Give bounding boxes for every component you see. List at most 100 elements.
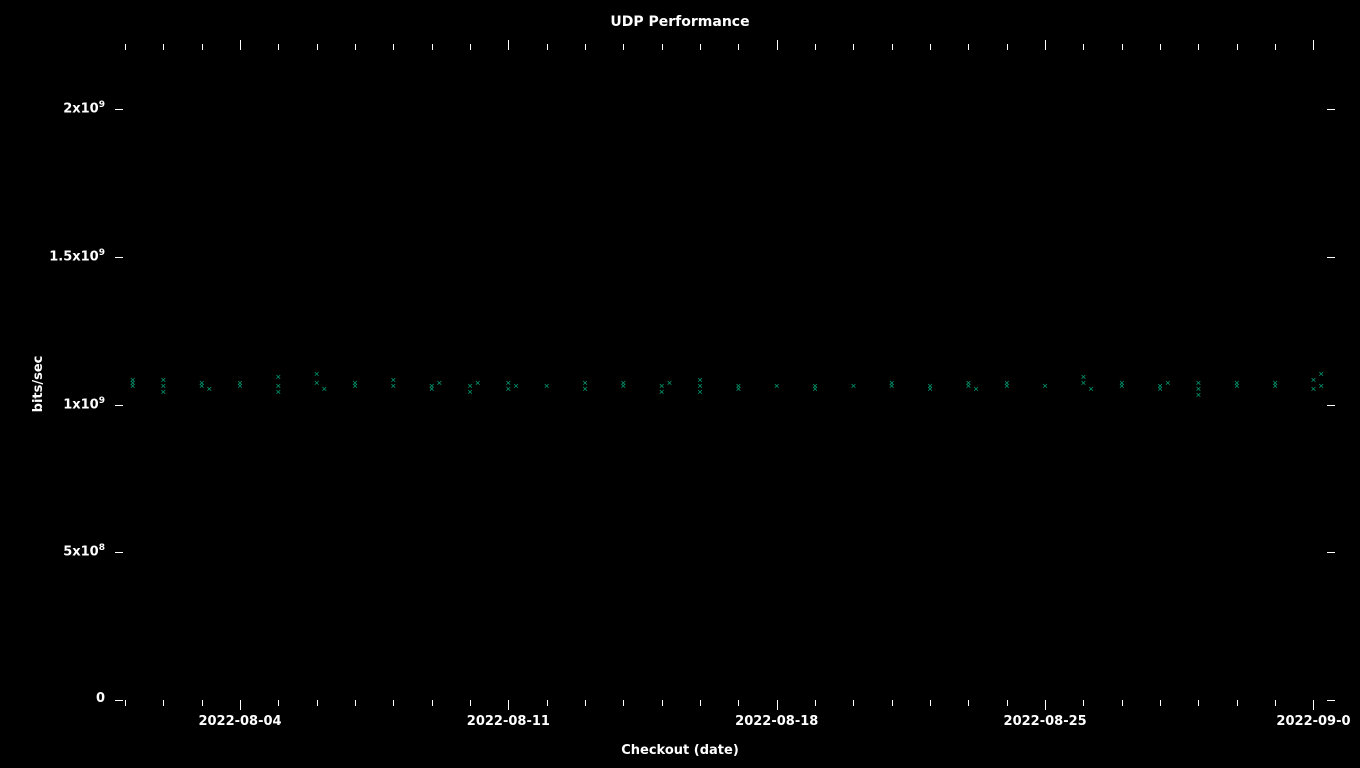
x-major-tick xyxy=(1313,700,1314,710)
data-point: ✕ xyxy=(1234,382,1239,391)
data-point: ✕ xyxy=(506,385,511,394)
x-minor-tick xyxy=(163,700,164,706)
chart-title: UDP Performance xyxy=(610,14,749,30)
x-minor-tick xyxy=(1160,700,1161,706)
x-major-tick xyxy=(240,700,241,710)
x-minor-tick xyxy=(1122,700,1123,706)
x-minor-tick xyxy=(470,700,471,706)
x-minor-tick xyxy=(547,44,548,50)
y-tick xyxy=(115,257,123,258)
y-tick xyxy=(115,552,123,553)
x-minor-tick xyxy=(585,700,586,706)
y-tick-label: 1.5x109 xyxy=(15,248,105,264)
x-minor-tick xyxy=(470,44,471,50)
x-minor-tick xyxy=(623,44,624,50)
data-point: ✕ xyxy=(130,379,135,388)
x-major-tick xyxy=(777,40,778,50)
data-point: ✕ xyxy=(276,373,281,382)
y-tick xyxy=(115,109,123,110)
data-point: ✕ xyxy=(697,376,702,385)
x-minor-tick xyxy=(393,700,394,706)
data-point: ✕ xyxy=(322,385,327,394)
data-point: ✕ xyxy=(812,385,817,394)
data-point: ✕ xyxy=(851,382,856,391)
data-point: ✕ xyxy=(1042,382,1047,391)
y-tick-label: 0 xyxy=(15,691,105,706)
data-point: ✕ xyxy=(1004,379,1009,388)
data-point: ✕ xyxy=(1318,382,1323,391)
x-minor-tick xyxy=(317,700,318,706)
x-minor-tick xyxy=(1007,44,1008,50)
x-minor-tick xyxy=(355,44,356,50)
data-point: ✕ xyxy=(667,379,672,388)
x-minor-tick xyxy=(317,44,318,50)
x-major-tick xyxy=(1045,700,1046,710)
data-point: ✕ xyxy=(621,379,626,388)
x-minor-tick xyxy=(355,700,356,706)
data-point: ✕ xyxy=(966,379,971,388)
data-point: ✕ xyxy=(437,379,442,388)
y-tick-label: 1x109 xyxy=(15,396,105,412)
y-tick xyxy=(115,405,123,406)
x-minor-tick xyxy=(738,700,739,706)
data-point: ✕ xyxy=(889,379,894,388)
x-tick-label: 2022-09-0 xyxy=(1276,714,1350,729)
x-minor-tick xyxy=(738,44,739,50)
data-point: ✕ xyxy=(1165,379,1170,388)
data-point: ✕ xyxy=(1196,379,1201,388)
data-point: ✕ xyxy=(1088,385,1093,394)
x-minor-tick xyxy=(662,700,663,706)
x-minor-tick xyxy=(815,700,816,706)
data-point: ✕ xyxy=(352,379,357,388)
x-minor-tick xyxy=(393,44,394,50)
data-point: ✕ xyxy=(237,382,242,391)
x-minor-tick xyxy=(1275,700,1276,706)
data-point: ✕ xyxy=(1318,371,1323,380)
udp-performance-chart: UDP Performance bits/sec Checkout (date)… xyxy=(0,0,1360,768)
x-minor-tick xyxy=(1083,700,1084,706)
data-point: ✕ xyxy=(276,388,281,397)
data-point: ✕ xyxy=(314,379,319,388)
x-minor-tick xyxy=(432,700,433,706)
y-tick xyxy=(115,700,123,701)
x-tick-label: 2022-08-04 xyxy=(198,714,281,729)
x-minor-tick xyxy=(662,44,663,50)
data-point: ✕ xyxy=(1311,385,1316,394)
data-point: ✕ xyxy=(314,371,319,380)
x-minor-tick xyxy=(125,700,126,706)
x-minor-tick xyxy=(202,700,203,706)
data-point: ✕ xyxy=(927,385,932,394)
x-minor-tick xyxy=(1237,700,1238,706)
x-major-tick xyxy=(1045,40,1046,50)
y-tick-label: 5x108 xyxy=(15,543,105,559)
data-point: ✕ xyxy=(659,388,664,397)
x-major-tick xyxy=(1313,40,1314,50)
data-point: ✕ xyxy=(429,385,434,394)
x-minor-tick xyxy=(1275,44,1276,50)
data-point: ✕ xyxy=(774,382,779,391)
x-minor-tick xyxy=(585,44,586,50)
x-minor-tick xyxy=(700,700,701,706)
x-tick-label: 2022-08-11 xyxy=(467,714,550,729)
data-point: ✕ xyxy=(467,388,472,397)
y-tick xyxy=(1327,257,1335,258)
y-tick xyxy=(1327,700,1335,701)
data-point: ✕ xyxy=(161,388,166,397)
x-axis-label: Checkout (date) xyxy=(621,743,739,758)
x-minor-tick xyxy=(278,44,279,50)
x-minor-tick xyxy=(892,700,893,706)
x-minor-tick xyxy=(163,44,164,50)
x-minor-tick xyxy=(1007,700,1008,706)
x-minor-tick xyxy=(1198,700,1199,706)
x-minor-tick xyxy=(815,44,816,50)
x-minor-tick xyxy=(1160,44,1161,50)
data-point: ✕ xyxy=(161,376,166,385)
x-minor-tick xyxy=(700,44,701,50)
y-tick xyxy=(1327,552,1335,553)
x-major-tick xyxy=(240,40,241,50)
x-major-tick xyxy=(508,700,509,710)
x-tick-label: 2022-08-18 xyxy=(735,714,818,729)
data-point: ✕ xyxy=(1119,379,1124,388)
x-minor-tick xyxy=(930,44,931,50)
x-minor-tick xyxy=(930,700,931,706)
